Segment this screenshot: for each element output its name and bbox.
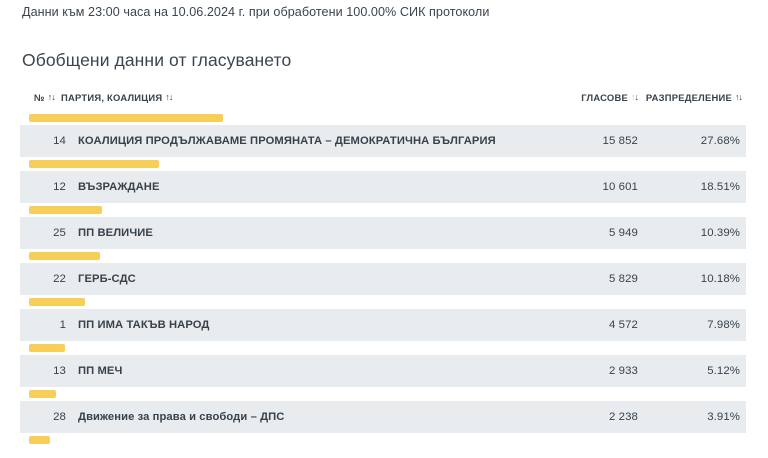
column-header-party-label: ПАРТИЯ, КОАЛИЦИЯ [61, 92, 163, 103]
cell-party-name: ГЕРБ-СДС [78, 273, 136, 285]
sort-arrows-icon[interactable]: ↑↓ [735, 92, 743, 102]
cell-share: 10.39% [700, 227, 740, 239]
cell-party-name: Движение за права и свободи – ДПС [78, 411, 285, 423]
table-row[interactable]: 22 ГЕРБ-СДС 5 829 10.18% [20, 252, 746, 298]
column-header-share[interactable]: РАЗПРЕДЕЛЕНИЕ ↑↓ [645, 92, 743, 103]
sort-up-icon: ↑ [631, 92, 635, 102]
cell-party-number: 1 [59, 319, 66, 331]
cell-party-name: ПП МЕЧ [78, 365, 123, 377]
table-row-body[interactable]: 22 ГЕРБ-СДС 5 829 10.18% [20, 263, 746, 295]
cell-votes: 5 829 [608, 273, 638, 285]
share-bar-fill [29, 344, 65, 352]
sort-down-icon: ↓ [168, 92, 173, 102]
sort-arrows-icon[interactable]: ↑↓ [165, 92, 173, 102]
table-row[interactable]: 12 ВЪЗРАЖДАНЕ 10 601 18.51% [20, 160, 746, 206]
column-header-votes[interactable]: ГЛАСОВЕ ↑↓ [581, 92, 639, 103]
cell-votes: 2 933 [608, 365, 638, 377]
table-row-body[interactable]: 13 ПП МЕЧ 2 933 5.12% [20, 355, 746, 387]
cell-votes: 15 852 [602, 135, 638, 147]
cell-party-number: 14 [53, 135, 66, 147]
table-row-partial[interactable] [20, 436, 746, 448]
share-bar-track [29, 114, 729, 122]
cell-party-number: 22 [53, 273, 66, 285]
column-header-party[interactable]: ПАРТИЯ, КОАЛИЦИЯ ↑↓ [61, 92, 173, 103]
column-header-share-label: РАЗПРЕДЕЛЕНИЕ [645, 92, 732, 103]
table-row-body[interactable]: 1 ПП ИМА ТАКЪВ НАРОД 4 572 7.98% [20, 309, 746, 341]
cell-share: 7.98% [707, 319, 740, 331]
page-title: Обобщени данни от гласуването [22, 50, 292, 70]
table-row[interactable]: 1 ПП ИМА ТАКЪВ НАРОД 4 572 7.98% [20, 298, 746, 344]
table-row[interactable]: 28 Движение за права и свободи – ДПС 2 2… [20, 390, 746, 436]
share-bar-track [29, 298, 729, 306]
share-bar-fill [29, 114, 223, 122]
cell-share: 10.18% [700, 273, 740, 285]
cell-votes: 4 572 [608, 319, 638, 331]
cell-share: 18.51% [700, 181, 740, 193]
sort-down-icon: ↓ [738, 92, 743, 102]
table-row[interactable]: 13 ПП МЕЧ 2 933 5.12% [20, 344, 746, 390]
cell-votes: 5 949 [608, 227, 638, 239]
sort-arrows-icon[interactable]: ↑↓ [47, 92, 56, 102]
sort-down-icon: ↓ [51, 92, 55, 102]
sort-down-icon: ↓ [634, 92, 639, 102]
share-bar-fill [29, 206, 102, 214]
share-bar-track [29, 252, 729, 260]
table-row-body[interactable]: 28 Движение за права и свободи – ДПС 2 2… [20, 401, 746, 433]
share-bar-fill [29, 298, 85, 306]
share-bar-track [29, 344, 729, 352]
share-bar-fill [29, 160, 159, 168]
cell-share: 5.12% [707, 365, 740, 377]
column-header-votes-label: ГЛАСОВЕ [581, 92, 628, 103]
table-row[interactable]: 14 КОАЛИЦИЯ ПРОДЪЛЖАВАМЕ ПРОМЯНАТА – ДЕМ… [20, 114, 746, 160]
share-bar-fill [29, 252, 101, 260]
cell-votes: 10 601 [602, 181, 638, 193]
results-table: № ↑↓ ПАРТИЯ, КОАЛИЦИЯ ↑↓ ГЛАСОВЕ ↑↓ РАЗП… [20, 88, 746, 448]
share-bar-fill [29, 436, 50, 444]
sort-up-icon: ↑ [47, 92, 52, 102]
table-body: 14 КОАЛИЦИЯ ПРОДЪЛЖАВАМЕ ПРОМЯНАТА – ДЕМ… [20, 114, 746, 448]
data-timestamp-status: Данни към 23:00 часа на 10.06.2024 г. пр… [22, 5, 490, 19]
sort-up-icon: ↑ [165, 92, 169, 102]
share-bar-fill [29, 390, 57, 398]
table-row-body[interactable]: 14 КОАЛИЦИЯ ПРОДЪЛЖАВАМЕ ПРОМЯНАТА – ДЕМ… [20, 125, 746, 157]
cell-share: 3.91% [707, 411, 740, 423]
column-header-number-label: № [34, 92, 45, 103]
share-bar-track [29, 390, 729, 398]
cell-party-number: 28 [53, 411, 66, 423]
table-header-row: № ↑↓ ПАРТИЯ, КОАЛИЦИЯ ↑↓ ГЛАСОВЕ ↑↓ РАЗП… [20, 88, 746, 114]
share-bar-track [29, 206, 729, 214]
cell-party-number: 25 [53, 227, 66, 239]
column-header-number[interactable]: № ↑↓ [34, 92, 56, 103]
cell-party-name: ВЪЗРАЖДАНЕ [78, 181, 160, 193]
table-row-body[interactable]: 12 ВЪЗРАЖДАНЕ 10 601 18.51% [20, 171, 746, 203]
cell-party-name: ПП ИМА ТАКЪВ НАРОД [78, 319, 210, 331]
cell-party-number: 13 [53, 365, 66, 377]
share-bar-track [29, 160, 729, 168]
cell-party-number: 12 [53, 181, 66, 193]
cell-votes: 2 238 [608, 411, 638, 423]
sort-arrows-icon-active[interactable]: ↑↓ [631, 92, 639, 102]
cell-party-name: КОАЛИЦИЯ ПРОДЪЛЖАВАМЕ ПРОМЯНАТА – ДЕМОКР… [78, 135, 496, 147]
table-row[interactable]: 25 ПП ВЕЛИЧИЕ 5 949 10.39% [20, 206, 746, 252]
share-bar-track [29, 436, 729, 444]
cell-party-name: ПП ВЕЛИЧИЕ [78, 227, 153, 239]
cell-share: 27.68% [700, 135, 740, 147]
table-row-body[interactable]: 25 ПП ВЕЛИЧИЕ 5 949 10.39% [20, 217, 746, 249]
sort-up-icon: ↑ [735, 92, 739, 102]
